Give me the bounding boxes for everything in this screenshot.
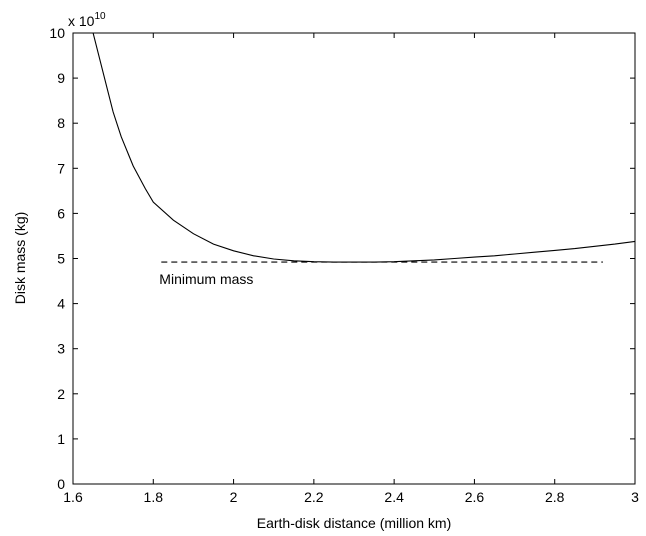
y-tick-label: 2: [57, 386, 65, 402]
y-tick-label: 3: [57, 341, 65, 357]
y-axis-label: Disk mass (kg): [12, 212, 28, 305]
x-tick-label: 2: [230, 489, 238, 505]
x-tick-label: 3: [631, 489, 639, 505]
y-tick-label: 5: [57, 251, 65, 267]
y-tick-label: 10: [49, 25, 65, 41]
x-axis: 1.6 1.8 2 2.2 2.4 2.6 2.8 3: [63, 33, 639, 505]
y-tick-label: 6: [57, 205, 65, 221]
y-tick-label: 9: [57, 70, 65, 86]
y-axis-multiplier-exponent: 10: [94, 11, 106, 22]
y-tick-label: 1: [57, 431, 65, 447]
y-tick-label: 8: [57, 115, 65, 131]
x-tick-label: 2.2: [304, 489, 324, 505]
y-tick-label: 4: [57, 296, 65, 312]
annotation-layer: Minimum mass: [159, 271, 253, 287]
y-axis-multiplier: x 1010: [68, 11, 106, 29]
y-tick-label: 7: [57, 160, 65, 176]
y-tick-label: 0: [57, 476, 65, 492]
x-tick-label: 2.8: [545, 489, 565, 505]
x-axis-label: Earth-disk distance (million km): [257, 515, 452, 531]
y-axis: 0 1 2 3 4 5 6 7 8 9 10: [49, 25, 635, 492]
series-layer: [92, 32, 636, 263]
x-tick-label: 1.8: [144, 489, 164, 505]
minimum-mass-annotation: Minimum mass: [159, 271, 253, 287]
x-tick-label: 2.4: [384, 489, 404, 505]
x-tick-label: 2.6: [465, 489, 485, 505]
plot-area: [72, 32, 636, 485]
x-tick-label: 1.6: [63, 489, 83, 505]
